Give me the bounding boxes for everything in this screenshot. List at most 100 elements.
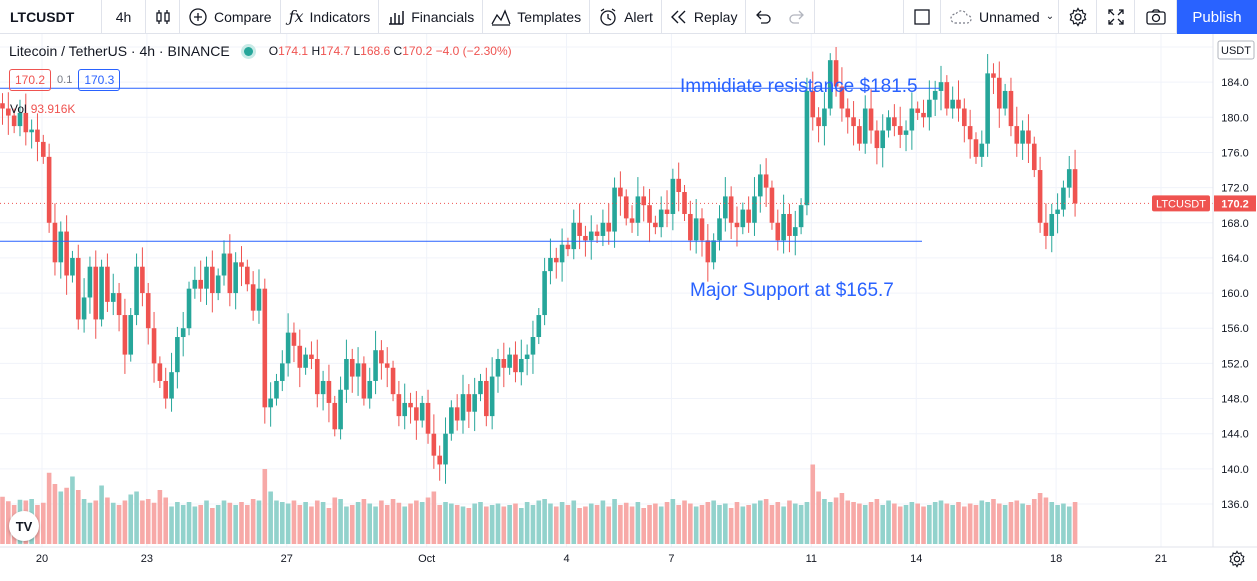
candle-body — [274, 380, 279, 399]
compare-button[interactable]: Compare — [180, 0, 281, 34]
volume-bar — [763, 499, 769, 544]
volume-bar — [192, 506, 198, 544]
volume-bar — [740, 506, 746, 544]
candle-body — [87, 266, 93, 298]
price-axis — [1213, 34, 1257, 547]
interval-button[interactable]: 4h — [102, 0, 146, 34]
trade-prices: 170.2 0.1 170.3 — [9, 69, 121, 91]
candle-body — [583, 235, 588, 241]
snapshot-button[interactable] — [1135, 0, 1177, 34]
volume-bar — [518, 508, 524, 544]
sell-price-button[interactable]: 170.2 — [9, 69, 52, 91]
undo-button[interactable] — [746, 0, 780, 34]
volume-bar — [950, 505, 955, 544]
chart-type-button[interactable] — [146, 0, 180, 34]
volume-bar — [466, 508, 472, 544]
symbol-title[interactable]: Litecoin / TetherUS · 4h · BINANCE — [9, 43, 230, 59]
candle-body — [653, 222, 658, 228]
candle-body — [1014, 126, 1020, 144]
chart-legend: Litecoin / TetherUS · 4h · BINANCE O174.… — [9, 43, 512, 59]
candle-body — [163, 380, 169, 399]
volume-bar — [629, 506, 635, 544]
templates-button[interactable]: Templates — [483, 0, 591, 34]
volume-bar — [857, 503, 862, 544]
symbol-search-button[interactable]: LTCUSDT — [0, 0, 102, 34]
volume-bar — [169, 506, 174, 544]
time-tick-label: 27 — [281, 553, 293, 565]
redo-button[interactable] — [780, 0, 816, 34]
candle-body — [373, 350, 378, 381]
candle-body — [250, 284, 256, 311]
volume-bar — [396, 502, 402, 544]
resistance-annotation[interactable]: Immidiate resistance $181.5 — [680, 76, 918, 97]
volume-bar — [245, 505, 250, 544]
candle-body — [868, 108, 874, 131]
volume-bar — [752, 503, 757, 544]
candle-body — [379, 350, 384, 364]
candle-body — [559, 244, 565, 263]
tradingview-logo[interactable]: TV — [9, 511, 39, 541]
candle-body — [489, 376, 495, 417]
candle-body — [419, 402, 425, 421]
volume-bar — [221, 500, 227, 544]
layout-button[interactable] — [903, 0, 941, 34]
publish-button[interactable]: Publish — [1177, 0, 1257, 34]
volume-bar — [565, 505, 571, 544]
candle-body — [227, 253, 233, 294]
candle-body — [787, 213, 792, 236]
candle-body — [927, 99, 932, 118]
candle-body — [309, 354, 314, 359]
replay-button[interactable]: Replay — [662, 0, 747, 34]
volume-bar — [443, 502, 448, 544]
fullscreen-button[interactable] — [1097, 0, 1135, 34]
financials-button[interactable]: Financials — [379, 0, 484, 34]
layout-name-dropdown[interactable]: Unnamed ⌄ — [941, 0, 1059, 34]
candle-body — [1008, 90, 1014, 127]
candle-body — [52, 222, 58, 263]
indicators-button[interactable]: ƒx Indicators — [281, 0, 380, 34]
buy-price-button[interactable]: 170.3 — [78, 69, 121, 91]
candle-body — [326, 380, 332, 403]
volume-bar — [40, 502, 46, 544]
candle-body — [781, 213, 786, 241]
volume-bar — [967, 503, 973, 544]
volume-bar — [845, 500, 851, 544]
price-tick-label: 144.0 — [1221, 429, 1249, 441]
volume-bar — [210, 508, 215, 544]
volume-bar — [116, 505, 122, 544]
volume-bar — [699, 505, 705, 544]
candle-body — [606, 222, 612, 232]
scale-settings-icon[interactable] — [1228, 550, 1246, 573]
camera-icon — [1145, 8, 1167, 26]
volume-bar — [99, 485, 104, 544]
volume-bar — [892, 503, 897, 544]
candle-body — [99, 266, 104, 320]
volume-bar — [75, 490, 81, 544]
volume-bar — [903, 505, 909, 544]
volume-bar — [233, 505, 238, 544]
candle-body — [449, 407, 454, 434]
volume-bar — [140, 500, 145, 544]
candle-body — [1043, 222, 1049, 236]
support-annotation[interactable]: Major Support at $165.7 — [690, 280, 894, 301]
volume-bar — [268, 491, 273, 544]
candle-body — [1002, 90, 1008, 109]
settings-button[interactable] — [1059, 0, 1097, 34]
candle-body — [717, 218, 722, 241]
candle-body — [827, 60, 833, 109]
alert-button[interactable]: Alert — [590, 0, 662, 34]
volume-bar — [775, 502, 781, 544]
price-chart[interactable]: 136.0 140.0 144.0 148.0 152.0 156.0 160.0 164.0… — [0, 34, 1257, 581]
volume-bar — [588, 503, 594, 544]
candle-body — [454, 407, 460, 421]
volume-bar — [250, 499, 256, 544]
volume-bar — [460, 506, 466, 544]
candle-body — [140, 266, 145, 294]
volume-bar — [833, 497, 839, 544]
candle-body — [967, 126, 973, 140]
candle-body — [93, 266, 99, 320]
volume-bar — [163, 497, 169, 544]
volume-bar — [81, 499, 87, 544]
candle-body — [862, 108, 868, 144]
volume-bar — [338, 499, 343, 544]
